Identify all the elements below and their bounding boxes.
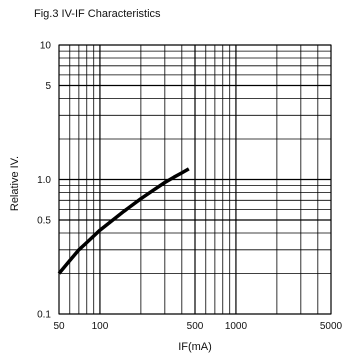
plot-frame — [58, 44, 332, 315]
x-tick-label: 1000 — [225, 321, 248, 332]
y-tick-labels: 0.1 0.5 1.0 5 10 — [37, 41, 51, 321]
y-tick-label: 0.5 — [37, 215, 51, 226]
x-tick-label: 100 — [92, 321, 109, 332]
y-tick-label: 0.1 — [37, 310, 51, 321]
y-tick-label: 5 — [45, 81, 51, 92]
y-tick-label: 1.0 — [37, 175, 51, 186]
x-tick-labels: 50 100 500 1000 5000 — [53, 321, 342, 332]
x-tick-label: 5000 — [320, 321, 343, 332]
y-tick-label: 10 — [40, 41, 52, 52]
x-tick-label: 500 — [187, 321, 204, 332]
x-tick-label: 50 — [53, 321, 65, 332]
x-axis-label: IF(mA) — [178, 341, 212, 353]
data-series-line — [57, 167, 190, 275]
chart-title: Fig.3 IV-IF Characteristics — [34, 8, 161, 20]
y-axis-label: Relative IV. — [9, 156, 21, 211]
series-layer — [57, 167, 190, 275]
